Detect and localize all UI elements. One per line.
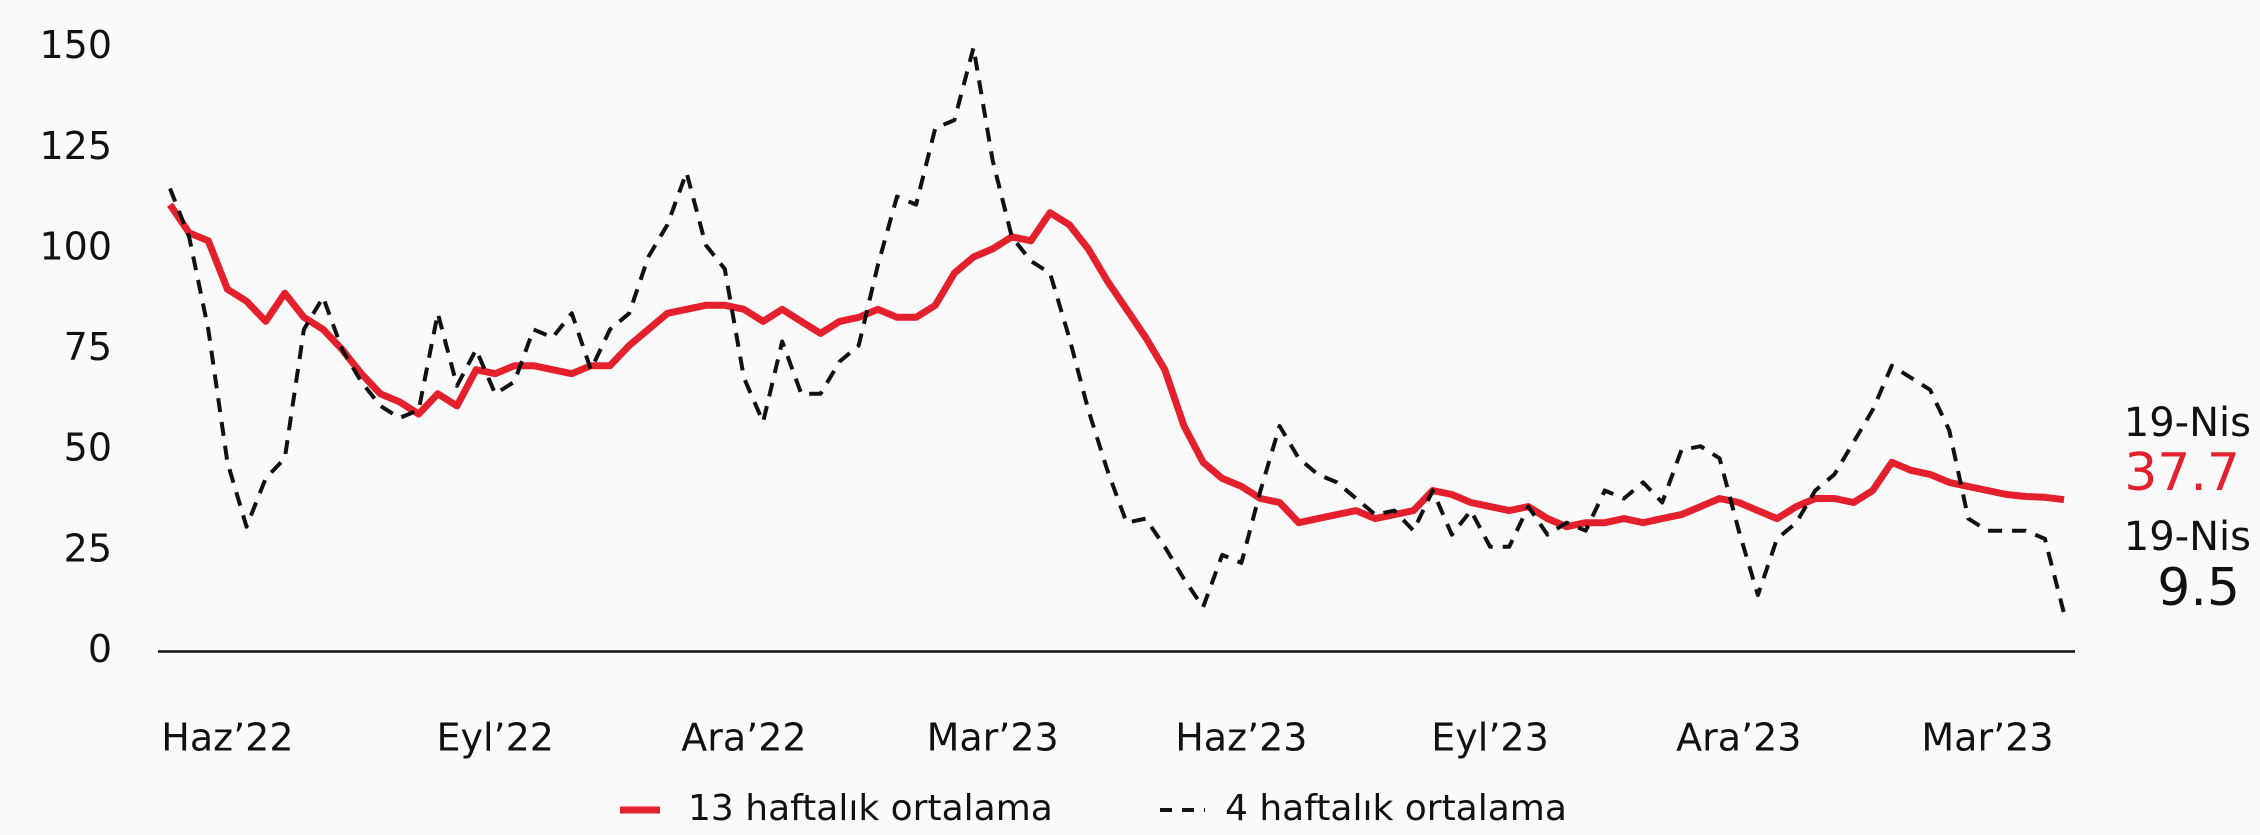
x-tick-label: Eyl’23	[1431, 716, 1549, 760]
line-series	[168, 45, 2066, 614]
legend-label: 13 haftalık ortalama	[688, 788, 1053, 829]
x-tick-label: Ara’23	[1676, 716, 1801, 760]
y-tick-label: 50	[64, 426, 112, 470]
x-tick-label: Haz’22	[161, 716, 293, 760]
line-series	[167, 202, 2065, 531]
x-tick-label: Mar’23	[927, 716, 1059, 760]
y-tick-label: 150	[39, 23, 112, 67]
legend-label: 4 haftalık ortalama	[1225, 788, 1567, 829]
end-date-label: 19-Nis	[2124, 514, 2251, 560]
x-tick-label: Haz’23	[1175, 716, 1307, 760]
x-tick-label: Eyl’22	[436, 716, 554, 760]
y-tick-label: 0	[88, 627, 112, 671]
end-date-label: 19-Nis	[2124, 400, 2251, 446]
end-value-label: 37.7	[2124, 443, 2240, 503]
y-tick-label: 125	[39, 124, 112, 168]
x-tick-label: Ara’22	[681, 716, 806, 760]
y-tick-label: 25	[64, 526, 112, 570]
end-value-label: 9.5	[2157, 558, 2240, 618]
y-tick-label: 75	[64, 325, 112, 369]
x-tick-label: Mar’23	[1921, 716, 2053, 760]
y-tick-label: 100	[39, 224, 112, 268]
